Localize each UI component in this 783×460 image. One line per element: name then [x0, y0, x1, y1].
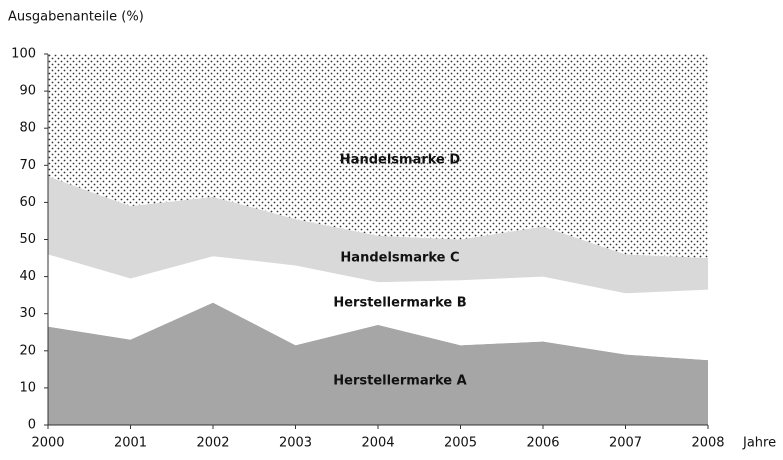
- y-tick-label: 70: [19, 158, 36, 173]
- y-tick-label: 90: [19, 84, 36, 99]
- x-tick-label: 2006: [526, 436, 559, 451]
- x-tick-label: 2002: [196, 436, 229, 451]
- area: [48, 176, 708, 294]
- series-label: Herstellermarke A: [333, 374, 466, 389]
- y-tick-label: 100: [11, 47, 36, 62]
- x-tick-label: 2008: [691, 436, 724, 451]
- x-tick-label: 2003: [279, 436, 312, 451]
- series-label: Herstellermarke B: [333, 296, 466, 311]
- area: [48, 54, 708, 259]
- series-label: Handelsmarke D: [340, 153, 461, 168]
- y-tick-label: 60: [19, 195, 36, 210]
- y-tick-label: 40: [19, 269, 36, 284]
- x-tick-label: 2001: [114, 436, 147, 451]
- y-tick-label: 10: [19, 380, 36, 395]
- y-tick-label: 50: [19, 232, 36, 247]
- y-tick-label: 0: [28, 418, 36, 433]
- x-tick-label: 2005: [444, 436, 477, 451]
- area: [48, 254, 708, 361]
- y-tick-label: 80: [19, 121, 36, 136]
- x-tick-label: 2007: [609, 436, 642, 451]
- series-label: Handelsmarke C: [340, 251, 459, 266]
- area: [48, 302, 708, 425]
- y-tick-label: 20: [19, 343, 36, 358]
- x-axis-label: Jahre: [742, 436, 776, 451]
- y-tick-label: 30: [19, 306, 36, 321]
- y-axis-label: Ausgabenanteile (%): [8, 10, 144, 25]
- x-tick-label: 2004: [361, 436, 394, 451]
- x-tick-label: 2000: [31, 436, 64, 451]
